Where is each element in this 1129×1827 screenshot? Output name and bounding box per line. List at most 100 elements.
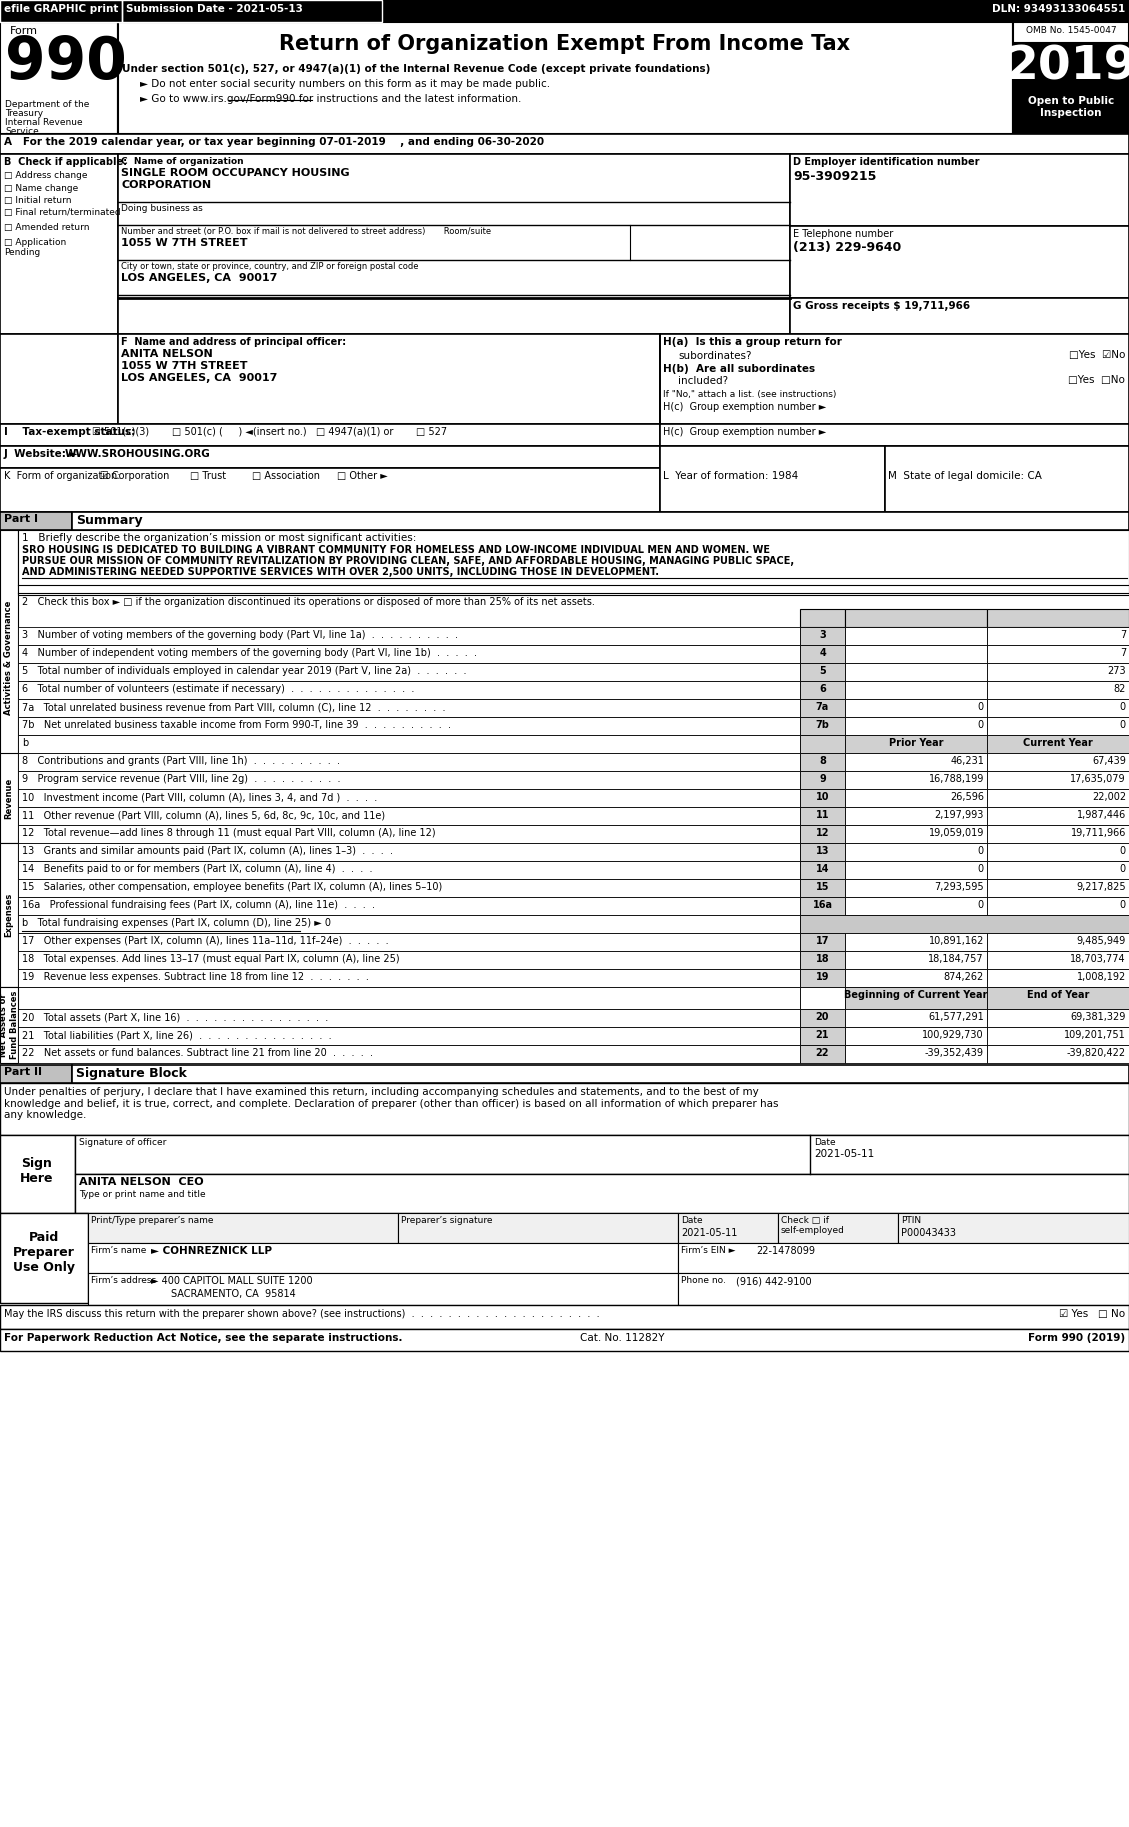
Text: City or town, state or province, country, and ZIP or foreign postal code: City or town, state or province, country… (121, 261, 419, 270)
Text: 2021-05-11: 2021-05-11 (814, 1149, 874, 1158)
Text: 7b: 7b (815, 720, 830, 731)
Bar (800, 1027, 844, 1045)
Text: Number and street (or P.O. box if mail is not delivered to street address)      : Number and street (or P.O. box if mail i… (121, 227, 491, 236)
Bar (800, 771, 844, 789)
Bar (844, 897, 987, 915)
Text: 0: 0 (978, 846, 984, 857)
Bar (800, 789, 844, 808)
Bar (72, 512, 1129, 530)
Text: 67,439: 67,439 (1092, 756, 1126, 766)
Bar (0, 842, 18, 987)
Text: 16a: 16a (813, 901, 832, 910)
Bar (844, 968, 987, 987)
Text: 2,197,993: 2,197,993 (935, 809, 984, 820)
Text: Firm’s EIN ►: Firm’s EIN ► (681, 1246, 735, 1255)
Text: 0: 0 (1120, 702, 1126, 713)
Text: LOS ANGELES, CA  90017: LOS ANGELES, CA 90017 (121, 272, 278, 283)
Bar (790, 227, 1129, 298)
Text: H(a)  Is this a group return for: H(a) Is this a group return for (663, 336, 842, 347)
Text: b: b (21, 738, 28, 747)
Text: 22-1478099: 22-1478099 (756, 1246, 815, 1255)
Text: 95-3909215: 95-3909215 (793, 170, 876, 183)
Bar (18, 734, 800, 753)
Text: □ Trust: □ Trust (190, 471, 226, 481)
Bar (790, 298, 1129, 334)
Bar (18, 808, 800, 826)
Text: Net Assets or
Fund Balances: Net Assets or Fund Balances (0, 990, 19, 1060)
Text: 19: 19 (816, 972, 829, 981)
Text: Part I: Part I (5, 513, 38, 524)
Text: 9,217,825: 9,217,825 (1076, 882, 1126, 892)
Text: -39,352,439: -39,352,439 (925, 1049, 984, 1058)
Bar (844, 700, 987, 716)
Bar (987, 681, 1129, 700)
Text: 16,788,199: 16,788,199 (929, 775, 984, 784)
Text: 0: 0 (978, 901, 984, 910)
Text: 10,891,162: 10,891,162 (929, 935, 984, 946)
Bar (844, 771, 987, 789)
Text: Department of the: Department of the (5, 100, 89, 110)
Bar (987, 627, 1129, 645)
Bar (987, 987, 1129, 1009)
Text: M  State of legal domicile: CA: M State of legal domicile: CA (889, 471, 1042, 481)
Bar (987, 1027, 1129, 1045)
Text: Signature of officer: Signature of officer (79, 1138, 166, 1147)
Bar (844, 861, 987, 879)
Bar (800, 915, 1129, 934)
Text: 14   Benefits paid to or for members (Part IX, column (A), line 4)  .  .  .  .: 14 Benefits paid to or for members (Part… (21, 864, 373, 873)
Text: 11   Other revenue (Part VIII, column (A), lines 5, 6d, 8c, 9c, 10c, and 11e): 11 Other revenue (Part VIII, column (A),… (21, 809, 385, 820)
Bar (800, 968, 844, 987)
Text: 4   Number of independent voting members of the governing body (Part VI, line 1b: 4 Number of independent voting members o… (21, 649, 476, 658)
Bar (987, 645, 1129, 663)
Text: Service: Service (5, 128, 38, 135)
Text: ► Do not enter social security numbers on this form as it may be made public.: ► Do not enter social security numbers o… (140, 79, 550, 90)
Bar (0, 153, 119, 334)
Text: 18,184,757: 18,184,757 (928, 954, 984, 965)
Bar (800, 1045, 844, 1063)
Bar (800, 753, 844, 771)
Text: 18: 18 (815, 954, 830, 965)
Text: ► 400 CAPITOL MALL SUITE 1200: ► 400 CAPITOL MALL SUITE 1200 (151, 1275, 313, 1286)
Text: 21   Total liabilities (Part X, line 26)  .  .  .  .  .  .  .  .  .  .  .  .  . : 21 Total liabilities (Part X, line 26) .… (21, 1030, 332, 1040)
Bar (18, 897, 800, 915)
Text: 2019: 2019 (1005, 44, 1129, 90)
Bar (987, 934, 1129, 952)
Text: 69,381,329: 69,381,329 (1070, 1012, 1126, 1021)
Bar (844, 879, 987, 897)
Bar (0, 1328, 1129, 1350)
Text: 17   Other expenses (Part IX, column (A), lines 11a–11d, 11f–24e)  .  .  .  .  .: 17 Other expenses (Part IX, column (A), … (21, 935, 388, 946)
Text: □Yes  □No: □Yes □No (1068, 375, 1124, 385)
Bar (987, 861, 1129, 879)
Bar (0, 1065, 1129, 1083)
Text: 874,262: 874,262 (944, 972, 984, 981)
Bar (18, 968, 800, 987)
Bar (844, 681, 987, 700)
Bar (18, 645, 800, 663)
Bar (0, 1304, 1129, 1328)
Bar (0, 1065, 72, 1083)
Text: 3   Number of voting members of the governing body (Part VI, line 1a)  .  .  .  : 3 Number of voting members of the govern… (21, 630, 458, 639)
Bar (987, 608, 1129, 627)
Text: 13: 13 (816, 846, 829, 857)
Text: If "No," attach a list. (see instructions): If "No," attach a list. (see instruction… (663, 389, 837, 398)
Bar (18, 861, 800, 879)
Text: H(c)  Group exemption number ►: H(c) Group exemption number ► (663, 428, 826, 437)
Bar (800, 934, 844, 952)
Text: LOS ANGELES, CA  90017: LOS ANGELES, CA 90017 (121, 373, 278, 384)
Text: 100,929,730: 100,929,730 (922, 1030, 984, 1040)
Text: Activities & Governance: Activities & Governance (5, 601, 14, 714)
Text: 8   Contributions and grants (Part VIII, line 1h)  .  .  .  .  .  .  .  .  .  .: 8 Contributions and grants (Part VIII, l… (21, 756, 340, 766)
Bar (844, 808, 987, 826)
Text: Form 990 (2019): Form 990 (2019) (1027, 1334, 1124, 1343)
Bar (987, 753, 1129, 771)
Text: ANITA NELSON  CEO: ANITA NELSON CEO (79, 1177, 203, 1188)
Text: Paid
Preparer
Use Only: Paid Preparer Use Only (14, 1231, 75, 1273)
Bar (987, 897, 1129, 915)
Bar (0, 468, 660, 512)
Text: 12   Total revenue—add lines 8 through 11 (must equal Part VIII, column (A), lin: 12 Total revenue—add lines 8 through 11 … (21, 828, 436, 839)
Bar (72, 1065, 1129, 1083)
Bar (844, 1027, 987, 1045)
Bar (800, 808, 844, 826)
Text: Print/Type preparer’s name: Print/Type preparer’s name (91, 1217, 213, 1224)
Bar (844, 716, 987, 734)
